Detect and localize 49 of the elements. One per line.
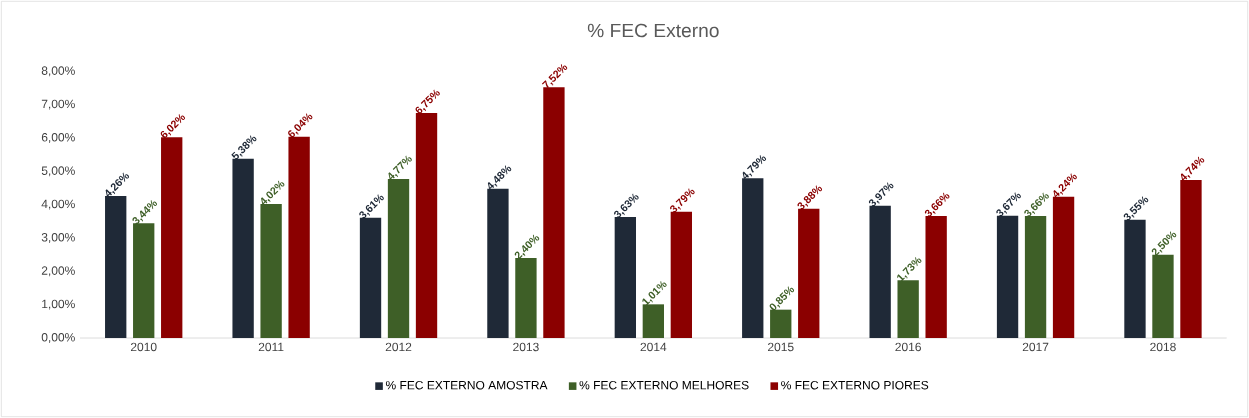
bar: [925, 216, 947, 338]
bar: [487, 188, 509, 338]
y-tick-label: 3,00%: [41, 233, 75, 243]
bar: [105, 196, 127, 338]
legend-label: % FEC EXTERNO MELHORES: [579, 380, 749, 390]
y-tick-label: 4,00%: [41, 199, 75, 210]
bar: [359, 217, 382, 338]
y-tick-label: 0,00%: [41, 333, 75, 343]
x-tick-label: 2015: [768, 342, 794, 352]
bar: [543, 87, 565, 338]
x-tick-label: 2011: [258, 342, 284, 352]
bar: [642, 304, 665, 338]
y-tick-label: 8,00%: [41, 66, 75, 77]
bar: [133, 223, 155, 338]
bar: [614, 217, 637, 338]
x-tick-label: 2010: [130, 342, 157, 352]
bar: [770, 309, 792, 338]
bar: [260, 204, 282, 338]
x-tick-label: 2012: [385, 342, 412, 352]
bar: [670, 211, 693, 338]
bar: [897, 280, 919, 338]
chart-title: % FEC Externo: [587, 23, 719, 38]
bar: [415, 113, 438, 338]
bar: [1152, 254, 1174, 338]
x-tick-label: 2017: [1022, 342, 1049, 352]
y-tick-label: 7,00%: [41, 99, 75, 110]
bar: [996, 215, 1019, 338]
x-tick-label: 2014: [640, 342, 667, 352]
y-tick-label: 1,00%: [42, 299, 75, 310]
bar: [798, 208, 820, 338]
x-tick-label: 2013: [513, 342, 539, 352]
y-tick-label: 6,00%: [41, 133, 75, 143]
bar: [1052, 196, 1075, 338]
bar: [1180, 180, 1202, 338]
bar: [232, 158, 254, 338]
bar: [161, 137, 183, 338]
bar: [742, 178, 764, 338]
legend-label: % FEC EXTERNO AMOSTRA: [385, 380, 548, 390]
y-tick-label: 2,00%: [41, 266, 75, 277]
bar: [515, 258, 537, 338]
bar: [288, 136, 310, 338]
bar: [387, 179, 410, 338]
x-tick-label: 2018: [1150, 342, 1176, 352]
bar: [1124, 219, 1146, 338]
y-tick-label: 5,00%: [41, 166, 75, 177]
bar: [1024, 216, 1047, 338]
bar: [869, 205, 891, 338]
x-tick-label: 2016: [895, 342, 921, 352]
legend-label: % FEC EXTERNO PIORES: [781, 380, 929, 390]
